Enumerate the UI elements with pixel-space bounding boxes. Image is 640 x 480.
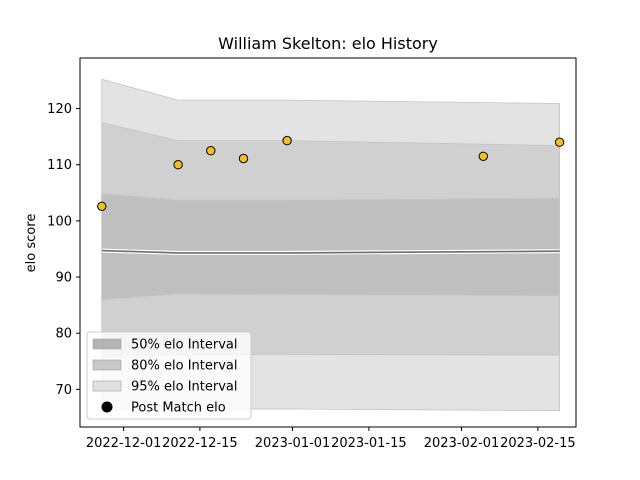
post-match-point (173, 160, 183, 170)
legend-swatch (92, 359, 122, 371)
mean-elo-line-group (101, 248, 560, 255)
y-tick-label: 80 (55, 327, 72, 342)
x-tick-label: 2023-01-15 (331, 436, 407, 451)
legend-label: 95% elo Interval (131, 380, 238, 395)
band-50-percent (101, 193, 560, 300)
post-match-point (238, 153, 249, 164)
chart-title: William Skelton: elo History (218, 34, 438, 53)
legend-label: 80% elo Interval (131, 359, 238, 374)
legend-marker (101, 401, 113, 413)
legend: 50% elo Interval 80% elo Interval 95% elo … (86, 331, 252, 420)
y-tick-label: 70 (55, 383, 72, 398)
plot-frame (79, 57, 577, 428)
y-tick-label: 120 (47, 102, 72, 117)
post-match-point (478, 151, 488, 162)
post-match-point (206, 146, 216, 156)
x-axis-ticks: 2022-12-01 2022-12-15 2023-01-01 2023-01-15… (86, 427, 576, 451)
mean-elo-line (101, 249, 560, 254)
legend-box (86, 331, 252, 420)
post-match-point (282, 135, 292, 146)
x-tick-label: 2023-02-15 (500, 436, 576, 451)
x-tick-label: 2022-12-15 (162, 436, 238, 451)
x-tick-label: 2022-12-01 (86, 436, 162, 451)
legend-label: 50% elo Interval (131, 338, 238, 353)
y-axis-ticks: 70 80 90 100 110 120 (47, 102, 80, 398)
y-tick-label: 90 (55, 271, 72, 286)
post-match-point (554, 137, 565, 147)
x-tick-label: 2023-02-01 (424, 436, 500, 451)
post-match-point (97, 201, 107, 212)
x-tick-label: 2023-01-01 (255, 436, 331, 451)
y-axis-label: elo score (24, 214, 39, 273)
y-tick-label: 110 (47, 158, 72, 173)
legend-swatch (92, 380, 122, 392)
legend-label: Post Match elo (131, 401, 226, 416)
interval-bands (101, 78, 560, 412)
legend-swatch (92, 338, 122, 350)
y-tick-label: 100 (47, 214, 72, 229)
post-match-points (97, 135, 565, 212)
